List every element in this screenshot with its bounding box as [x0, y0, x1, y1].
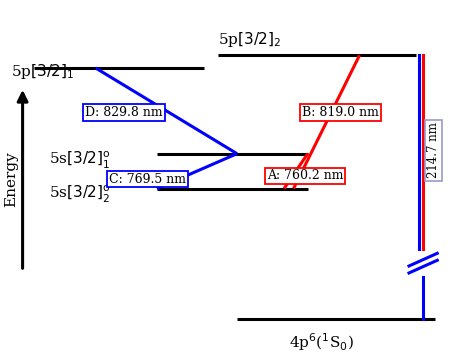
Text: 5p$[3/2]_2$: 5p$[3/2]_2$ — [218, 30, 282, 49]
Text: 5s$[3/2]^{\mathrm{o}}_2$: 5s$[3/2]^{\mathrm{o}}_2$ — [48, 184, 110, 206]
Text: 5p$[3/2]_1$: 5p$[3/2]_1$ — [11, 62, 74, 81]
Text: B: 819.0 nm: B: 819.0 nm — [302, 106, 379, 119]
Text: C: 769.5 nm: C: 769.5 nm — [109, 173, 186, 186]
Text: 4p$^6$($^1$S$_0$): 4p$^6$($^1$S$_0$) — [290, 331, 354, 353]
Text: Energy: Energy — [4, 151, 18, 207]
Text: A: 760.2 nm: A: 760.2 nm — [267, 169, 344, 182]
Text: D: 829.8 nm: D: 829.8 nm — [85, 106, 163, 119]
Text: 5s$[3/2]^{\mathrm{o}}_1$: 5s$[3/2]^{\mathrm{o}}_1$ — [48, 149, 110, 170]
Text: 214.7 nm: 214.7 nm — [427, 122, 440, 179]
